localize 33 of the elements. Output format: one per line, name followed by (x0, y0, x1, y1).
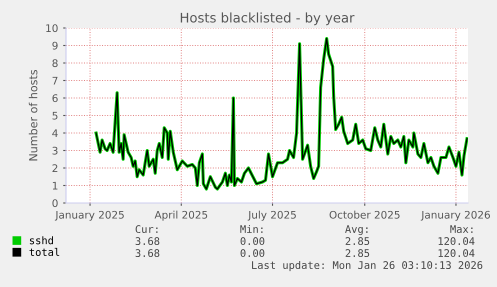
text: 3.68 (136, 237, 160, 246)
text: 2.85 (346, 249, 370, 258)
text: 0.00 (240, 249, 264, 258)
y-tick-label: 7 (52, 76, 58, 84)
y-tick-label: 2 (52, 164, 58, 172)
y-tick-label: 6 (52, 94, 58, 102)
x-tick-label: January 2026 (420, 210, 490, 221)
text: 120.04 (438, 249, 475, 258)
text: 120.04 (438, 237, 475, 246)
y-tick-label: 1 (52, 182, 58, 190)
y-tick-label: 0 (52, 199, 58, 208)
y-tick-label: 3 (52, 146, 58, 155)
chart-title: Hosts blacklisted - by year (180, 12, 354, 26)
text: 0.00 (240, 237, 264, 246)
x-tick-label: January 2025 (54, 210, 124, 221)
legend-label: sshd (30, 236, 53, 244)
x-tick-label: April 2025 (154, 210, 208, 221)
text: Avg: (345, 225, 368, 236)
text: Max: (450, 225, 472, 234)
text: Cur: (136, 225, 158, 234)
y-tick-label: 9 (52, 42, 58, 50)
text: Min: (240, 224, 262, 233)
y-tick-label: 5 (52, 112, 58, 120)
text: 3.68 (136, 249, 160, 258)
text: 2.85 (346, 237, 370, 246)
y-tick-label: 8 (52, 59, 58, 68)
text: Last update: Mon Jan 26 03:10:13 2026 (252, 260, 482, 272)
x-tick-label: July 2025 (248, 210, 296, 221)
x-tick-label: October 2025 (330, 210, 400, 219)
y-tick-label: 4 (52, 129, 58, 137)
legend-label: total (30, 248, 60, 256)
y-axis-title: Number of hosts (28, 70, 38, 160)
y-tick-label: 10 (46, 24, 58, 32)
